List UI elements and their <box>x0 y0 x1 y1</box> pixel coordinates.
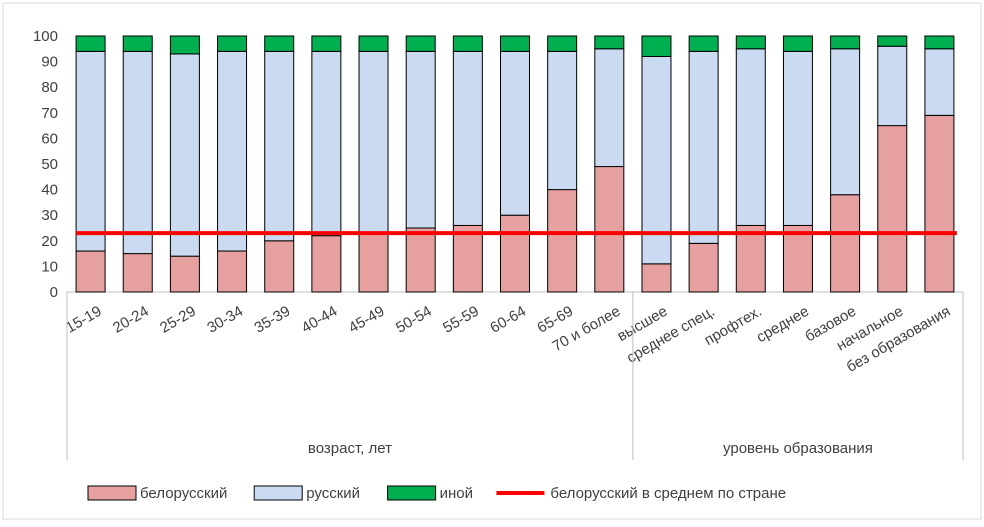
bar-segment <box>735 224 766 293</box>
bar-segment <box>122 35 153 52</box>
bar-segment <box>122 50 153 255</box>
bar-segment <box>311 35 342 52</box>
bar-segment <box>217 50 248 252</box>
legend-label: иной <box>440 485 473 502</box>
bar-segment <box>452 35 483 52</box>
bar-segment <box>405 35 436 52</box>
bar-segment <box>500 35 530 52</box>
bar-segment <box>594 166 625 293</box>
bar-segment <box>782 224 813 293</box>
bar-segment <box>358 232 389 293</box>
bar-segment <box>264 50 295 242</box>
bar-segment <box>547 50 578 191</box>
y-tick-label: 40 <box>41 182 58 199</box>
group-label: возраст, лет <box>308 440 392 457</box>
bar-segment <box>75 35 106 52</box>
legend-label: русский <box>306 485 360 502</box>
bar-segment <box>217 250 248 293</box>
bar-segment <box>547 189 578 293</box>
bar-segment <box>264 240 295 293</box>
chart-border <box>2 2 982 520</box>
bar-segment <box>688 242 719 293</box>
y-tick-label: 60 <box>41 130 58 147</box>
bar-segment <box>169 35 200 55</box>
bar-segment <box>877 125 908 293</box>
bar-segment <box>500 50 530 216</box>
bar-segment <box>641 263 672 293</box>
bar-segment <box>735 48 766 226</box>
bar-segment <box>782 35 813 52</box>
y-tick-label: 20 <box>41 233 58 250</box>
legend: белорусский русский иной белорусский в сред… <box>87 485 786 502</box>
bar-segment <box>688 35 719 52</box>
legend-swatch <box>253 485 303 501</box>
bar-segment <box>311 235 342 293</box>
bar-segment <box>594 35 625 50</box>
bar-segment <box>641 35 672 57</box>
y-tick-label: 50 <box>41 156 58 173</box>
group-label: уровень образования <box>723 440 873 457</box>
bars <box>75 35 955 293</box>
bar-segment <box>830 35 861 50</box>
bar-segment <box>311 50 342 237</box>
legend-swatch <box>87 485 137 501</box>
bar-segment <box>264 35 295 52</box>
bar-segment <box>500 214 530 293</box>
bar-segment <box>358 35 389 52</box>
bar-segment <box>641 55 672 265</box>
bar-segment <box>877 45 908 127</box>
bar-segment <box>830 48 861 196</box>
bar-segment <box>405 227 436 293</box>
y-tick-label: 30 <box>41 207 58 224</box>
bar-segment <box>924 35 955 50</box>
legend-label: белорусский <box>140 485 227 502</box>
bar-segment <box>452 50 483 226</box>
bar-segment <box>75 50 106 252</box>
bar-segment <box>924 48 955 116</box>
bar-segment <box>594 48 625 168</box>
bar-segment <box>358 50 389 234</box>
bar-segment <box>452 224 483 293</box>
y-tick-label: 10 <box>41 258 58 275</box>
category-groups: возраст, лет уровень образования <box>66 292 964 460</box>
bar-segment <box>924 114 955 293</box>
y-tick-label: 90 <box>41 54 58 71</box>
bar-segment <box>688 50 719 244</box>
bar-segment <box>217 35 248 52</box>
y-tick-label: 100 <box>33 28 58 45</box>
y-tick-label: 70 <box>41 105 58 122</box>
bar-segment <box>405 50 436 229</box>
bar-segment <box>122 253 153 293</box>
legend-swatch <box>387 485 437 501</box>
legend-label: белорусский в среднем по стране <box>550 485 786 502</box>
bar-segment <box>830 194 861 293</box>
bar-segment <box>547 35 578 52</box>
bar-segment <box>735 35 766 50</box>
bar-segment <box>169 53 200 257</box>
y-tick-label: 0 <box>50 284 58 301</box>
bar-segment <box>782 50 813 226</box>
y-tick-label: 80 <box>41 79 58 96</box>
bar-segment <box>75 250 106 293</box>
bar-segment <box>169 255 200 293</box>
bar-segment <box>877 35 908 47</box>
